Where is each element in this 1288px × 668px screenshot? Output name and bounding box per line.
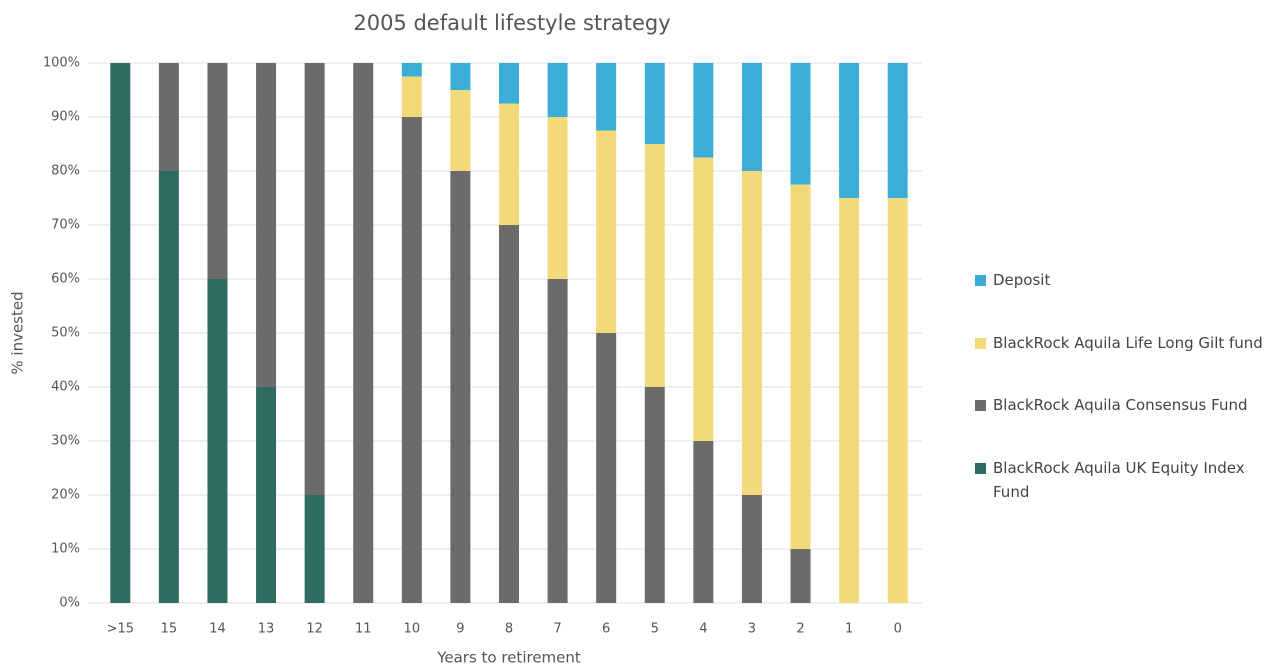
legend-swatch bbox=[975, 400, 986, 411]
legend-item: BlackRock Aquila Life Long Gilt fund bbox=[975, 331, 1273, 355]
bar-segment bbox=[839, 198, 860, 603]
bar-segment bbox=[790, 184, 811, 549]
y-tick-label: 80% bbox=[51, 164, 80, 179]
y-tick-label: 70% bbox=[51, 218, 80, 233]
x-tick-label: 5 bbox=[651, 622, 659, 637]
x-tick-label: 10 bbox=[404, 622, 421, 637]
bar-segment bbox=[547, 63, 568, 117]
legend-item: BlackRock Aquila UK Equity Index Fund bbox=[975, 456, 1273, 504]
bar-segment bbox=[256, 63, 277, 387]
bar-segment bbox=[790, 549, 811, 603]
bar-segment bbox=[401, 63, 422, 77]
bar-segment bbox=[401, 117, 422, 603]
bar-segment bbox=[158, 63, 179, 171]
x-tick-label: 13 bbox=[258, 622, 275, 637]
x-tick-label: 6 bbox=[602, 622, 610, 637]
bar-segment bbox=[304, 63, 325, 495]
x-tick-label: 15 bbox=[161, 622, 178, 637]
x-tick-label: 8 bbox=[505, 622, 513, 637]
x-tick-label: 9 bbox=[456, 622, 464, 637]
x-tick-label: 7 bbox=[553, 622, 561, 637]
bar-segment bbox=[499, 63, 519, 104]
bar-segment bbox=[304, 495, 325, 603]
bar-segment bbox=[596, 63, 617, 131]
x-tick-label: 3 bbox=[748, 622, 756, 637]
x-tick-label: 2 bbox=[796, 622, 804, 637]
legend-label: BlackRock Aquila Consensus Fund bbox=[993, 396, 1248, 414]
bar-segment bbox=[741, 495, 762, 603]
x-tick-label: 4 bbox=[699, 622, 707, 637]
bar-segment bbox=[256, 387, 277, 603]
bar-segment bbox=[110, 63, 131, 603]
bar-segment bbox=[644, 63, 665, 144]
x-tick-label: 12 bbox=[306, 622, 323, 637]
bar-segment bbox=[887, 198, 908, 603]
y-tick-label: 20% bbox=[51, 488, 80, 503]
y-tick-label: 90% bbox=[51, 110, 80, 125]
x-axis-label: Years to retirement bbox=[436, 649, 581, 667]
bar-segment bbox=[644, 144, 665, 387]
bar-segment bbox=[450, 90, 471, 171]
y-tick-label: 10% bbox=[51, 542, 80, 557]
bar-segment bbox=[207, 63, 228, 279]
y-axis-label: % invested bbox=[9, 291, 27, 374]
bar-segment bbox=[499, 103, 519, 225]
x-tick-label: >15 bbox=[107, 622, 134, 637]
x-tick-label: 1 bbox=[845, 622, 853, 637]
bar-segment bbox=[693, 441, 714, 603]
legend-item: Deposit bbox=[975, 268, 1273, 292]
bar-segment bbox=[693, 63, 714, 158]
bar-segment bbox=[353, 63, 374, 603]
legend-label: BlackRock Aquila Life Long Gilt fund bbox=[993, 334, 1263, 352]
x-tick-label: 11 bbox=[355, 622, 372, 637]
bar-segment bbox=[596, 333, 617, 603]
y-tick-label: 50% bbox=[51, 326, 80, 341]
bar-segment bbox=[741, 63, 762, 171]
x-tick-label: 14 bbox=[209, 622, 226, 637]
bar-segment bbox=[450, 63, 471, 90]
bar-segment bbox=[207, 279, 228, 603]
legend-item: BlackRock Aquila Consensus Fund bbox=[975, 393, 1273, 417]
legend-swatch bbox=[975, 338, 986, 349]
y-tick-label: 100% bbox=[43, 56, 80, 71]
legend-label: BlackRock Aquila UK Equity Index Fund bbox=[993, 459, 1245, 501]
bar-segment bbox=[547, 279, 568, 603]
bar-segment bbox=[596, 130, 617, 333]
bar-segment bbox=[839, 63, 860, 198]
bar-segment bbox=[401, 76, 422, 117]
bar-segment bbox=[741, 171, 762, 495]
x-tick-label: 0 bbox=[894, 622, 902, 637]
bar-segment bbox=[644, 387, 665, 603]
legend-swatch bbox=[975, 275, 986, 286]
chart-title: 2005 default lifestyle strategy bbox=[353, 11, 670, 35]
y-tick-label: 0% bbox=[59, 596, 80, 611]
bar-segment bbox=[693, 157, 714, 441]
legend-label: Deposit bbox=[993, 271, 1051, 289]
y-tick-label: 30% bbox=[51, 434, 80, 449]
bar-segment bbox=[450, 171, 471, 603]
bar-segment bbox=[547, 117, 568, 279]
bar-segment bbox=[158, 171, 179, 603]
bar-segment bbox=[499, 225, 519, 603]
bar-segment bbox=[887, 63, 908, 198]
bar-segment bbox=[790, 63, 811, 185]
y-tick-label: 40% bbox=[51, 380, 80, 395]
legend-swatch bbox=[975, 463, 986, 474]
y-tick-label: 60% bbox=[51, 272, 80, 287]
